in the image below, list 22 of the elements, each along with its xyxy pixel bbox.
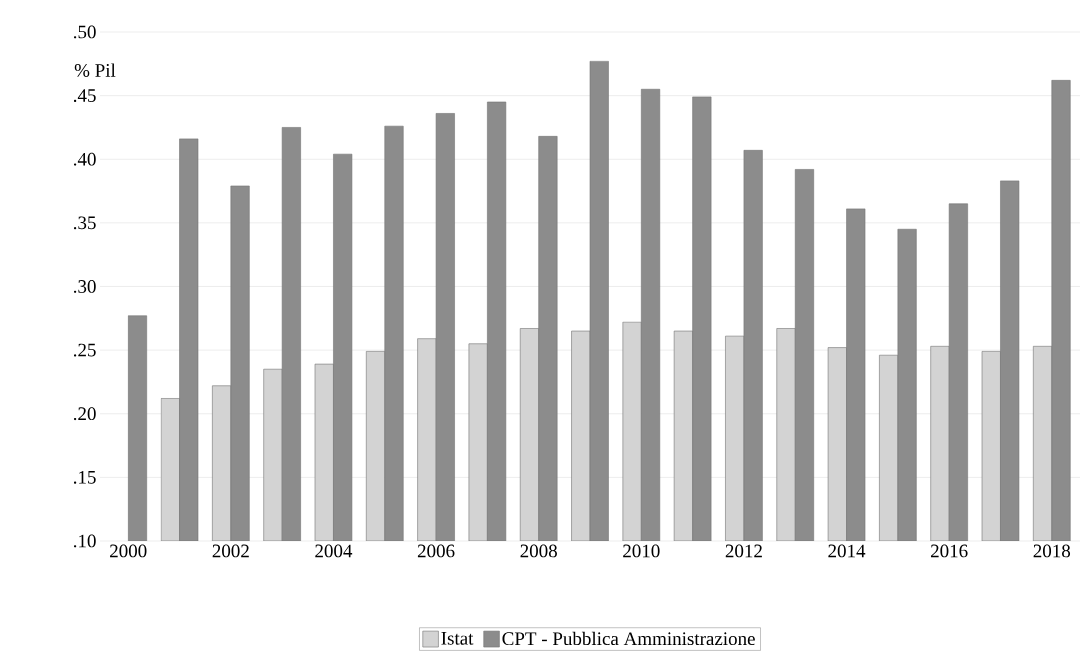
x-tick-label: 2014: [828, 544, 866, 558]
y-tick-label: .10: [73, 534, 96, 548]
y-tick-label: .15: [73, 470, 96, 484]
y-tick-label: .45: [73, 89, 96, 103]
x-tick-label: 2006: [417, 544, 455, 558]
x-tick-label: 2016: [931, 544, 968, 558]
y-tick-label: .25: [73, 343, 96, 357]
legend-label: Istat: [441, 632, 474, 645]
y-tick-label: .50: [73, 25, 96, 39]
x-tick-label: 2002: [212, 544, 249, 558]
y-tick-label: .40: [73, 152, 96, 166]
x-tick-label: 2012: [725, 544, 762, 558]
y-axis-title: % Pil: [74, 63, 116, 77]
y-tick-label: .30: [73, 280, 96, 293]
x-tick-label: 2010: [623, 544, 660, 558]
x-tick-label: 2004: [315, 544, 353, 558]
legend-label: CPT - Pubblica Amministrazione: [502, 631, 755, 646]
x-tick-label: 2018: [1033, 544, 1071, 558]
y-tick-label: .35: [73, 216, 96, 230]
x-tick-label: 2008: [520, 544, 557, 558]
x-tick-label: 2000: [110, 544, 147, 558]
y-tick-label: .20: [73, 407, 96, 421]
